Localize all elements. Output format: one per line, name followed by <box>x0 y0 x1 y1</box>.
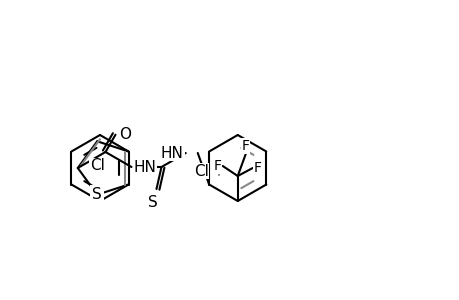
Text: Cl: Cl <box>193 164 208 178</box>
Text: S: S <box>92 187 102 202</box>
Text: HN: HN <box>133 160 156 175</box>
Text: F: F <box>241 139 249 153</box>
Text: S: S <box>147 195 157 210</box>
Text: HN: HN <box>161 146 183 160</box>
Text: O: O <box>119 127 131 142</box>
Text: F: F <box>213 159 221 173</box>
Text: Cl: Cl <box>90 158 104 173</box>
Text: F: F <box>253 161 261 175</box>
